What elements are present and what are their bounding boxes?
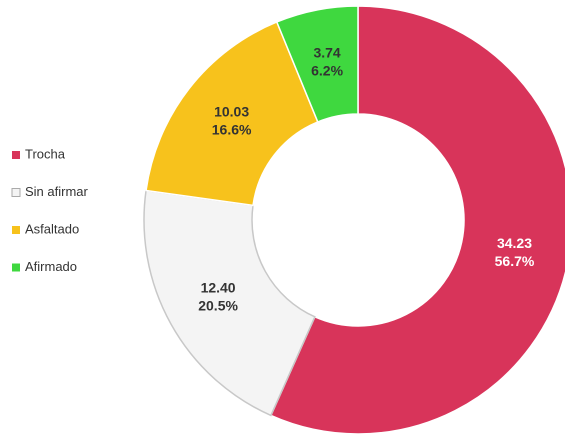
- value-label: 3.74: [313, 45, 340, 61]
- percent-label: 20.5%: [198, 297, 238, 313]
- percent-label: 6.2%: [311, 63, 343, 79]
- legend-marker: [12, 226, 20, 234]
- legend-marker: [12, 263, 20, 272]
- legend-label: Asfaltado: [25, 221, 79, 236]
- legend-label: Sin afirmar: [25, 184, 89, 199]
- donut-slice: [143, 189, 316, 417]
- percent-label: 56.7%: [495, 253, 535, 269]
- legend-label: Trocha: [25, 146, 66, 161]
- legend-label: Afirmado: [25, 259, 77, 274]
- donut-slice: [269, 5, 565, 435]
- percent-label: 16.6%: [212, 122, 252, 138]
- donut-slice: [275, 5, 359, 123]
- legend-marker: [11, 188, 21, 197]
- donut-slice: [145, 21, 319, 207]
- legend-marker: [12, 151, 20, 159]
- value-label: 34.23: [497, 235, 532, 251]
- value-label: 10.03: [214, 104, 249, 120]
- value-label: 12.40: [201, 279, 236, 295]
